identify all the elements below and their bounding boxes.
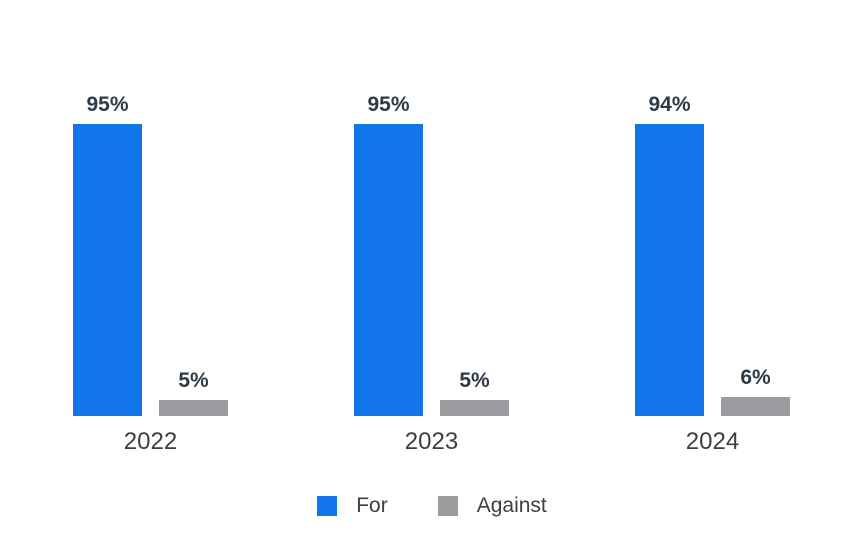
legend-item-for: For — [317, 495, 388, 516]
bar-column-for-2022: 95% — [73, 94, 142, 416]
bar-for-2022 — [73, 124, 142, 416]
legend-label-for: For — [356, 494, 388, 517]
bar-column-against-2023: 5% — [440, 94, 509, 416]
bar-column-for-2024: 94% — [635, 94, 704, 416]
bar-group-2022: 95% 5% 2022 — [73, 94, 228, 454]
bar-for-2023 — [354, 124, 423, 416]
value-label-against-2023: 5% — [459, 369, 490, 392]
bar-pair: 95% 5% — [354, 94, 509, 416]
legend-item-against: Against — [437, 494, 547, 517]
chart-legend: For Against — [0, 495, 864, 516]
category-label-2024: 2024 — [685, 428, 740, 455]
value-label-against-2022: 5% — [178, 369, 209, 392]
bar-pair: 95% 5% — [73, 94, 228, 416]
legend-label-against: Against — [476, 494, 547, 517]
category-label-2023: 2023 — [404, 428, 459, 455]
value-label-against-2024: 6% — [740, 366, 771, 389]
plot-area: 95% 5% 2022 95% 5% 2023 94% 6% 2024 — [73, 94, 790, 454]
bar-column-against-2022: 5% — [159, 94, 228, 416]
bar-for-2024 — [635, 124, 704, 416]
bar-group-2024: 94% 6% 2024 — [635, 94, 790, 454]
bar-column-for-2023: 95% — [354, 94, 423, 416]
value-label-for-2022: 95% — [86, 93, 129, 116]
bar-against-2023 — [440, 400, 509, 416]
bar-pair: 94% 6% — [635, 94, 790, 416]
value-label-for-2023: 95% — [367, 93, 410, 116]
legend-swatch-for — [317, 495, 338, 516]
bar-column-against-2024: 6% — [721, 94, 790, 416]
bar-against-2022 — [159, 400, 228, 416]
category-label-2022: 2022 — [123, 428, 178, 455]
legend-swatch-against — [437, 495, 458, 516]
bar-group-2023: 95% 5% 2023 — [354, 94, 509, 454]
bar-against-2024 — [721, 397, 790, 416]
value-label-for-2024: 94% — [648, 93, 691, 116]
